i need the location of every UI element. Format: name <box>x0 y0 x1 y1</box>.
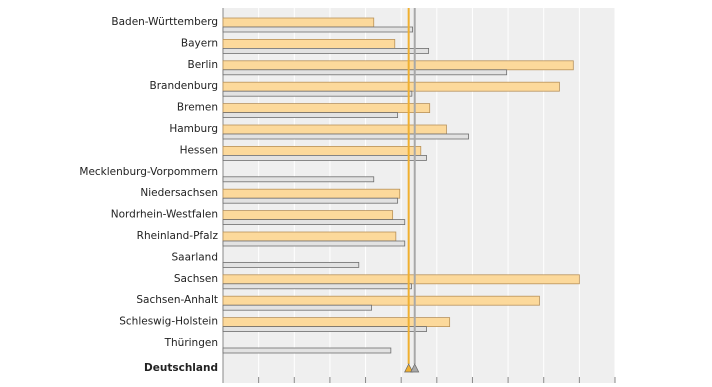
reference-marker <box>404 363 414 373</box>
y-tick-label: Hessen <box>180 144 218 156</box>
bar <box>222 210 394 221</box>
bar <box>222 48 430 54</box>
bar <box>222 60 574 71</box>
bar <box>222 26 413 33</box>
bar <box>222 231 397 242</box>
y-tick-label: Brandenburg <box>149 80 218 92</box>
y-tick-label: Schleswig-Holstein <box>119 316 218 328</box>
bar <box>222 283 412 290</box>
bar <box>222 103 431 113</box>
bar <box>222 124 447 135</box>
y-tick-label: Rheinland-Pfalz <box>137 230 219 242</box>
y-tick-label: Nordrhein-Westfalen <box>111 209 218 221</box>
bar <box>222 176 375 183</box>
bar <box>222 17 375 28</box>
bar <box>222 326 427 333</box>
y-tick-label: Bremen <box>177 102 218 114</box>
y-tick-label: Bayern <box>181 37 218 49</box>
reference-label: Deutschland <box>144 362 218 374</box>
bar <box>222 154 427 161</box>
y-tick-label: Saarland <box>171 251 218 263</box>
y-tick-label: Sachsen <box>174 273 218 285</box>
bar <box>222 90 413 97</box>
bar <box>222 261 360 268</box>
bar <box>222 274 580 285</box>
y-tick-label: Hamburg <box>169 123 218 135</box>
y-tick-label: Mecklenburg-Vorpommern <box>79 166 218 178</box>
bar <box>222 69 508 76</box>
reference-marker <box>410 363 420 373</box>
bar <box>222 197 399 204</box>
bar <box>222 81 560 92</box>
bar <box>222 219 406 226</box>
y-tick-label: Berlin <box>188 59 218 71</box>
bar <box>222 240 406 247</box>
bar <box>222 145 422 156</box>
bar <box>222 112 399 118</box>
y-tick-label: Niedersachsen <box>140 187 218 199</box>
bar <box>222 188 401 199</box>
bar <box>222 295 540 306</box>
bar <box>222 347 392 354</box>
y-tick-label: Sachsen-Anhalt <box>136 294 218 306</box>
bar <box>222 304 373 311</box>
y-tick-label: Baden-Württemberg <box>111 16 218 28</box>
bar <box>222 39 396 49</box>
bar <box>222 133 469 140</box>
y-tick-label: Thüringen <box>164 337 218 349</box>
